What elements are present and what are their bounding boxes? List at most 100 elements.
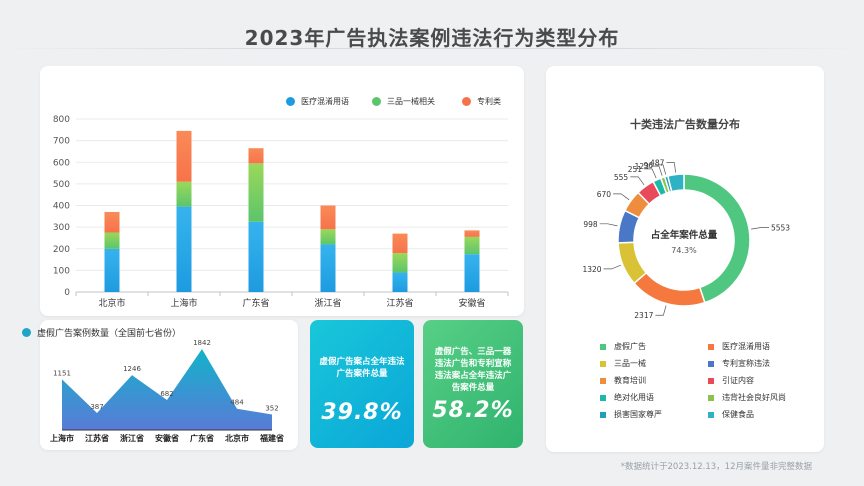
- legend-label: 教育培训: [614, 376, 646, 385]
- leader-line: [613, 193, 630, 201]
- y-tick-label: 100: [53, 266, 70, 276]
- donut-legend-item: 医疗混淆用语: [708, 341, 770, 352]
- donut-legend-item: 引证内容: [708, 375, 754, 386]
- y-tick-label: 600: [53, 158, 70, 168]
- data-label: 682: [160, 390, 173, 398]
- leader-line: [655, 305, 667, 316]
- leader-line: [603, 264, 621, 270]
- page-title: 2023年广告执法案例违法行为类型分布: [244, 26, 620, 50]
- legend-swatch: [600, 377, 606, 384]
- bar-segment: [320, 229, 336, 245]
- bar-segment: [320, 205, 336, 230]
- y-tick-label: 300: [53, 223, 70, 233]
- legend-swatch: [286, 97, 295, 106]
- data-label: 1151: [53, 369, 71, 377]
- legend-label: 引证内容: [722, 376, 754, 385]
- legend-swatch: [600, 394, 606, 401]
- bar-segment: [176, 181, 192, 207]
- legend-label: 医疗混淆用语: [301, 97, 349, 106]
- x-tick-label: 江苏省: [85, 433, 109, 443]
- data-label: 352: [265, 405, 278, 413]
- legend-label: 专利类: [477, 97, 501, 106]
- stat-value: 39.8%: [321, 400, 403, 425]
- leader-line: [650, 165, 663, 176]
- stacked-bar-card: [40, 66, 524, 316]
- slice-value-label: 123: [635, 162, 650, 171]
- legend-swatch: [708, 411, 714, 418]
- bar-segment: [464, 236, 480, 255]
- legend-label: 损害国家尊严: [614, 410, 662, 419]
- x-tick-label: 浙江省: [314, 297, 341, 309]
- x-tick-label: 上海市: [170, 297, 197, 309]
- legend-swatch: [708, 394, 714, 401]
- bar-segment: [176, 130, 192, 182]
- leader-line: [751, 227, 769, 230]
- legend-swatch: [708, 360, 714, 367]
- x-tick-label: 广东省: [242, 297, 269, 309]
- data-label: 387: [90, 403, 103, 411]
- bar-segment: [464, 254, 480, 292]
- legend-label: 三品一械相关: [387, 97, 435, 106]
- y-tick-label: 500: [53, 180, 70, 190]
- donut-legend-item: 违背社会良好风尚: [708, 392, 786, 403]
- y-tick-label: 700: [53, 137, 70, 147]
- x-tick-label: 安徽省: [458, 297, 485, 309]
- slice-value-label: 670: [597, 190, 612, 199]
- legend-label: 三品一械: [614, 359, 646, 368]
- bar-segment: [104, 248, 120, 292]
- donut-slice: [617, 241, 648, 285]
- legend-label: 专利宣称违法: [722, 359, 770, 368]
- donut-slice: [633, 271, 706, 307]
- data-label: 484: [230, 399, 244, 407]
- slice-value-label: 2317: [634, 311, 653, 320]
- legend-swatch: [372, 97, 381, 106]
- slice-value-label: 555: [614, 173, 629, 182]
- donut-slice: [666, 173, 685, 193]
- y-tick-label: 200: [53, 245, 70, 255]
- donut-chart-card: [546, 66, 824, 452]
- area-chart-title-text: 虚假广告案例数量（全国前七省份）: [37, 329, 182, 339]
- slice-value-label: 96: [644, 161, 654, 170]
- bar-segment: [248, 148, 264, 164]
- bar-segment: [104, 232, 120, 249]
- stat-card-false-ads: 虚假广告案占全年违法广告案件总量 39.8%: [310, 320, 414, 448]
- legend-swatch: [462, 97, 471, 106]
- donut-legend-item: 三品一械: [600, 358, 646, 369]
- donut-legend-item: 教育培训: [600, 375, 646, 386]
- slice-value-label: 1320: [582, 265, 601, 274]
- leader-line: [644, 168, 657, 179]
- donut-legend-item: 保健食品: [708, 409, 754, 420]
- legend-swatch: [600, 411, 606, 418]
- x-tick-label: 广东省: [190, 433, 214, 443]
- bar-segment: [320, 244, 336, 292]
- x-tick-label: 浙江省: [120, 433, 144, 443]
- legend-label: 保健食品: [722, 410, 754, 419]
- legend-label: 医疗混淆用语: [722, 342, 770, 351]
- area-chart-title: 虚假广告案例数量（全国前七省份）: [22, 326, 181, 339]
- y-tick-label: 800: [53, 115, 70, 125]
- bar-segment: [248, 163, 264, 222]
- leader-line: [666, 162, 676, 173]
- y-tick-label: 0: [64, 288, 70, 298]
- leader-line: [599, 223, 618, 227]
- donut-legend-item: 虚假广告: [600, 341, 646, 352]
- area-fill: [62, 348, 272, 430]
- legend-label: 违背社会良好风尚: [722, 393, 786, 402]
- donut-center-value: 74.3%: [671, 246, 697, 255]
- stat-description: 虚假广告案占全年违法广告案件总量: [319, 357, 405, 379]
- footnote: *数据统计于2023.12.13，12月案件量非完整数据: [620, 462, 812, 472]
- leader-line: [655, 164, 667, 175]
- legend-swatch: [600, 343, 606, 350]
- donut-legend-item: 专利宣称违法: [708, 358, 770, 369]
- bar-segment: [392, 253, 408, 273]
- stat-description: 虚假广告、三品一器违法广告和专利宣称违法案占全年违法广告案件总量: [434, 347, 512, 393]
- legend-swatch: [708, 343, 714, 350]
- bar-segment: [248, 221, 264, 292]
- x-tick-label: 福建省: [259, 433, 284, 443]
- data-label: 1842: [193, 339, 211, 347]
- bar-segment: [104, 211, 120, 233]
- legend-swatch: [708, 377, 714, 384]
- leader-line: [630, 176, 645, 186]
- donut-legend-item: 绝对化用语: [600, 392, 654, 403]
